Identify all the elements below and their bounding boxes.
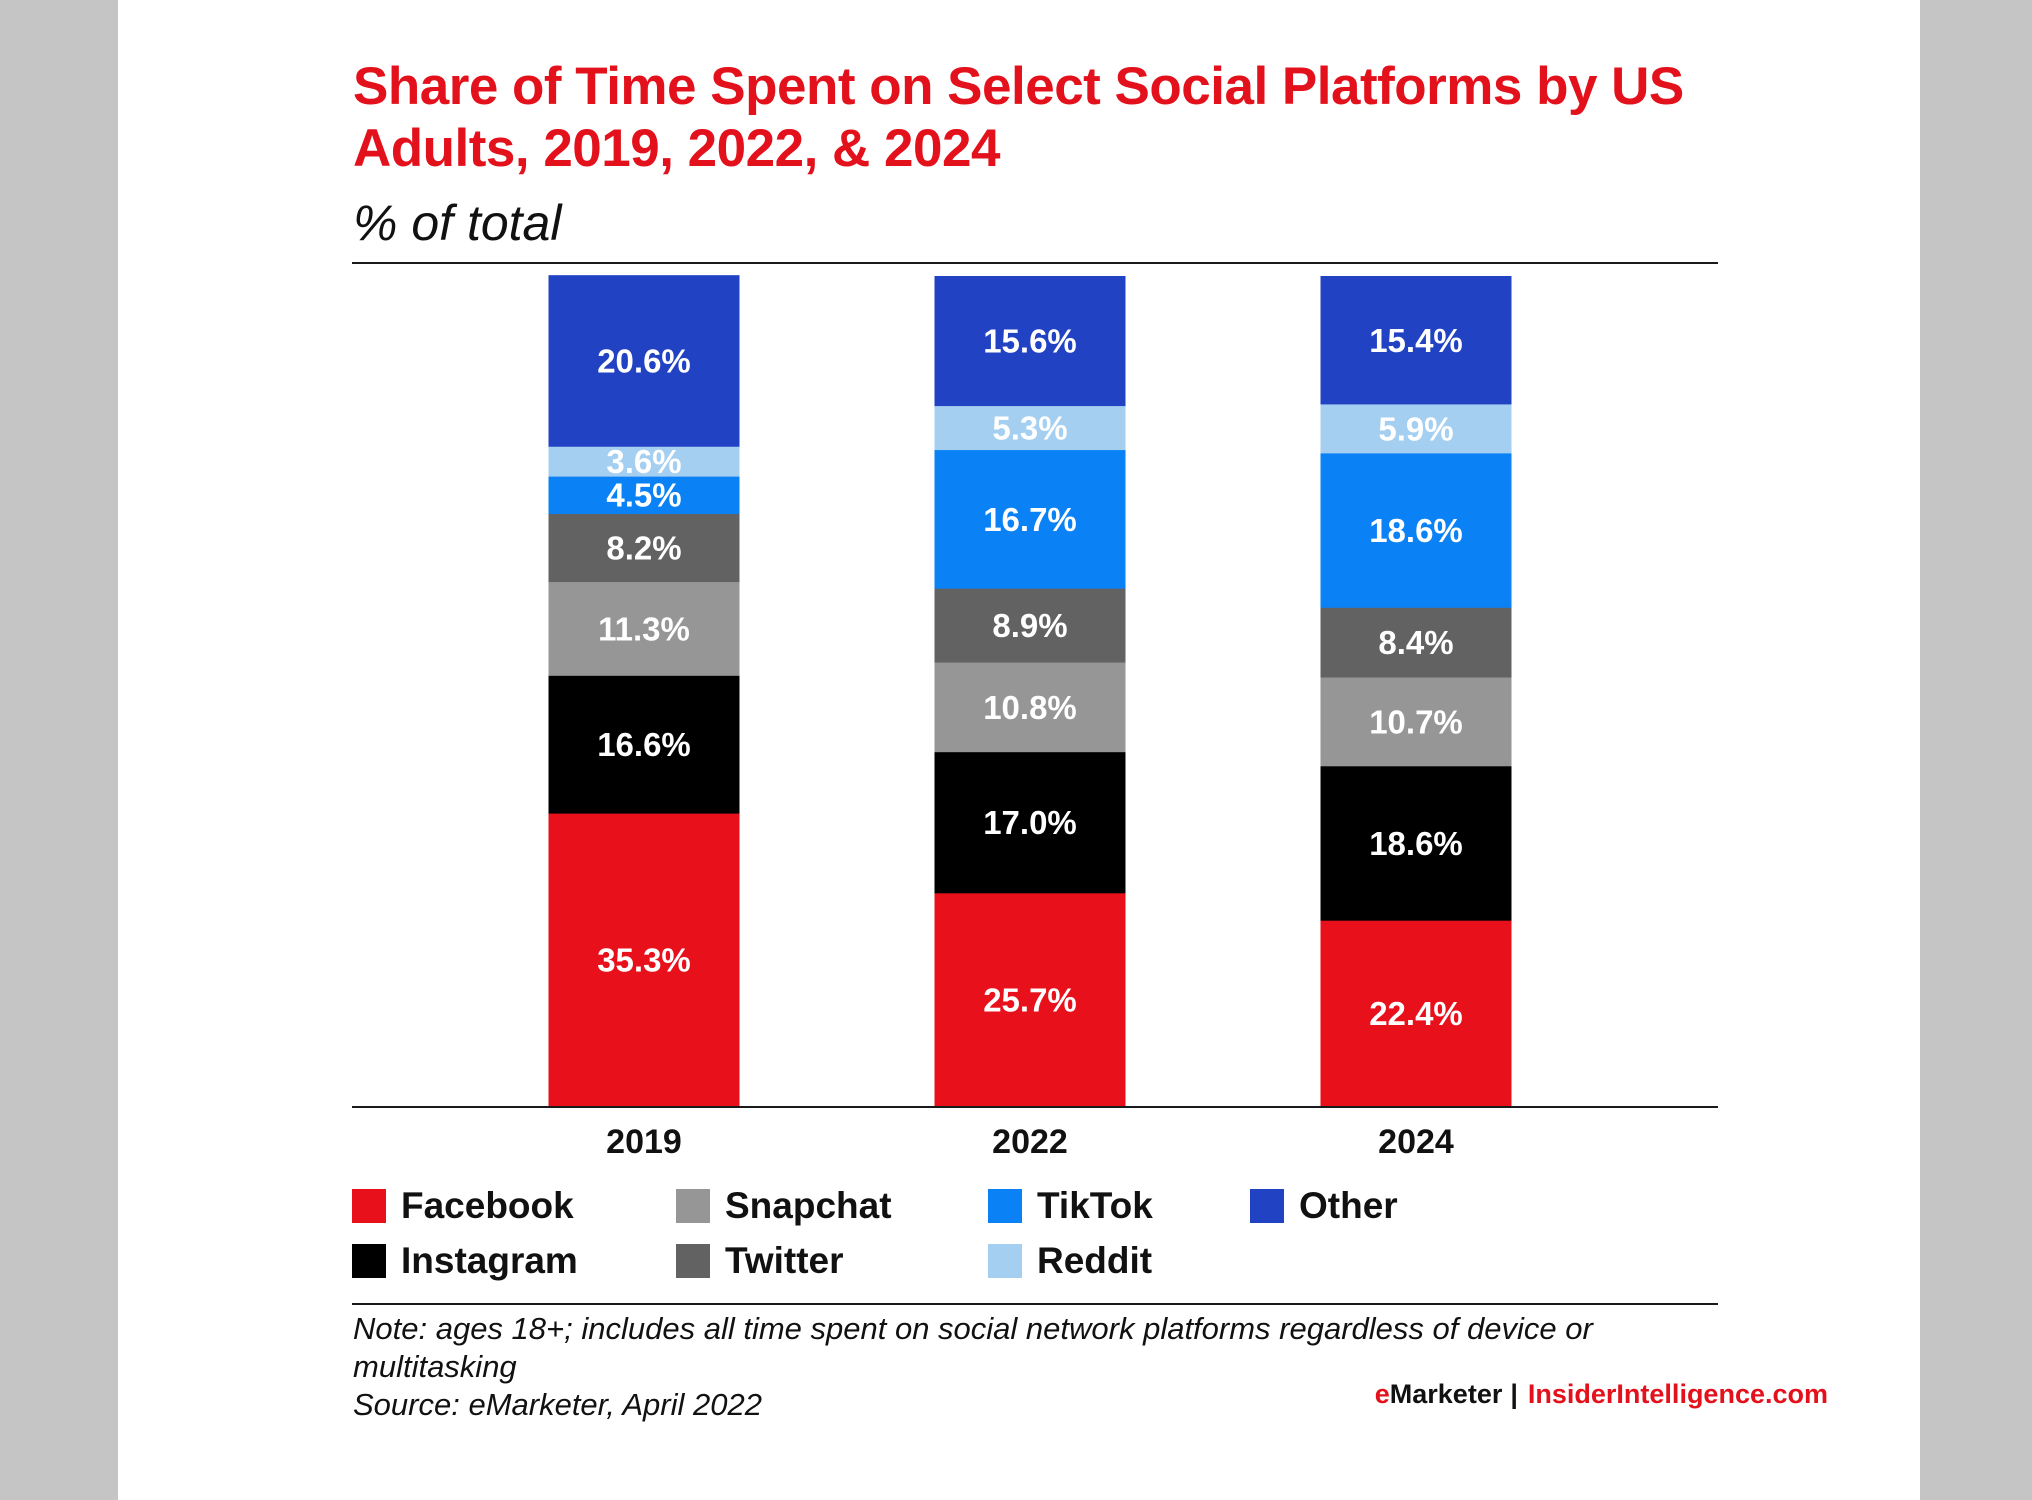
legend-swatch-other [1250,1189,1284,1223]
footnote: Note: ages 18+; includes all time spent … [353,1310,1723,1424]
data-label-2019-reddit: 3.6% [606,443,681,480]
brand-emarketer-rest: Marketer [1389,1379,1503,1409]
bar-2022-twitter [934,588,1126,663]
bar-2024-twitter [1320,607,1512,678]
bar-2019-tiktok [548,476,740,514]
bar-groups: 35.3% 16.6% 11.3% 8.2% 4.5%3.6% 20.6% 25.7% 17.… [548,275,1512,1107]
branding: eMarketer | InsiderIntelligence.com [1375,1379,1828,1410]
data-label-2019-snapchat: 11.3% [598,610,690,647]
data-label-2022-snapchat: 10.8% [983,689,1077,726]
bar-group-2019: 35.3% 16.6% 11.3% 8.2% 4.5%3.6% 20.6% [548,275,740,1107]
legend-swatch-snapchat [676,1189,710,1223]
legend-item-tiktok: TikTok [988,1184,1153,1228]
data-label-2019-facebook: 35.3% [597,942,691,979]
data-label-2022-facebook: 25.7% [983,981,1077,1018]
data-label-2024-instagram: 18.6% [1369,825,1463,862]
legend-item-instagram: Instagram [352,1239,578,1283]
x-axis-labels: 2019 2022 2024 [606,1123,1454,1161]
legend-item-other: Other [1250,1184,1398,1228]
legend-swatch-tiktok [988,1189,1022,1223]
bar-2022-tiktok [934,449,1126,589]
x-tick-label-2024: 2024 [1378,1123,1454,1161]
legend-swatch-twitter [676,1244,710,1278]
legend-label-twitter: Twitter [725,1240,844,1281]
brand-site-link[interactable]: InsiderIntelligence.com [1527,1379,1828,1409]
data-label-2022-other: 15.6% [983,323,1077,360]
data-label-2024-tiktok: 18.6% [1369,512,1463,549]
footnote-rule [352,1303,1718,1305]
chart-subtitle: % of total [353,195,562,251]
data-label-2019-twitter: 8.2% [606,529,681,566]
data-label-2022-twitter: 8.9% [992,607,1067,644]
bar-2024-reddit [1320,403,1512,454]
bar-2024-tiktok [1320,452,1512,608]
x-tick-label-2022: 2022 [992,1123,1068,1161]
legend-item-facebook: Facebook [352,1184,574,1228]
bar-group-2022: 25.7% 17.0% 10.8% 8.9% 16.7% 5.3% 15.6% [934,276,1126,1107]
bar-2019-facebook [548,813,740,1107]
bar-group-2024: 22.4% 18.6% 10.7% 8.4% 18.6% 5.9% 15.4% [1320,276,1512,1107]
bar-2022-reddit [934,405,1126,451]
data-label-2024-other: 15.4% [1369,322,1463,359]
bar-2019-reddit [548,446,740,477]
bar-2024-snapchat [1320,676,1512,767]
brand-emarketer-e: e [1374,1379,1390,1409]
bar-2022-facebook [934,892,1126,1107]
bar-2024-instagram [1320,765,1512,921]
legend-label-snapchat: Snapchat [725,1185,892,1226]
legend-label-other: Other [1299,1185,1398,1226]
bar-2019-instagram [548,675,740,814]
legend-label-reddit: Reddit [1037,1240,1153,1281]
legend-label-facebook: Facebook [401,1185,574,1226]
legend-item-snapchat: Snapchat [676,1184,892,1228]
chart-title: Share of Time Spent on Select Social Pla… [353,57,1684,178]
footnote-note: Note: ages 18+; includes all time spent … [353,1311,1593,1384]
bar-2024-facebook [1320,920,1512,1107]
brand-emarketer: eMarketer [1375,1379,1503,1409]
data-label-2024-twitter: 8.4% [1378,624,1453,661]
bar-2022-instagram [934,751,1126,894]
data-label-2022-instagram: 17.0% [983,804,1077,841]
bar-2019-twitter [548,513,740,583]
bar-2019-other [548,275,740,447]
legend-swatch-reddit [988,1244,1022,1278]
legend: Facebook Snapchat TikTok Other Instagram Twit… [352,1180,1718,1300]
legend-label-tiktok: TikTok [1037,1185,1153,1226]
data-label-2022-tiktok: 16.7% [983,501,1077,538]
legend-item-reddit: Reddit [988,1239,1152,1283]
x-tick-label-2019: 2019 [606,1123,682,1161]
footnote-source: Source: eMarketer, April 2022 [353,1387,762,1422]
bar-2019-snapchat [548,581,740,676]
legend-swatch-facebook [352,1189,386,1223]
brand-separator: | [1510,1379,1518,1409]
data-label-2019-other: 20.6% [597,343,691,380]
data-label-2022-reddit: 5.3% [992,409,1067,446]
bar-2022-snapchat [934,661,1126,753]
data-label-2024-reddit: 5.9% [1378,410,1453,447]
bar-2024-other [1320,276,1512,405]
data-label-2019-instagram: 16.6% [597,726,691,763]
legend-item-twitter: Twitter [676,1239,844,1283]
bar-2022-other [934,276,1126,407]
data-label-2024-facebook: 22.4% [1369,995,1463,1032]
legend-label-instagram: Instagram [401,1240,578,1281]
legend-swatch-instagram [352,1244,386,1278]
data-label-2019-tiktok: 4.5% [606,477,681,514]
title-rule [352,262,1718,264]
data-label-2024-snapchat: 10.7% [1369,703,1463,740]
stacked-bar-chart: 35.3% 16.6% 11.3% 8.2% 4.5%3.6% 20.6% 25.7% 17.… [352,275,1718,1161]
